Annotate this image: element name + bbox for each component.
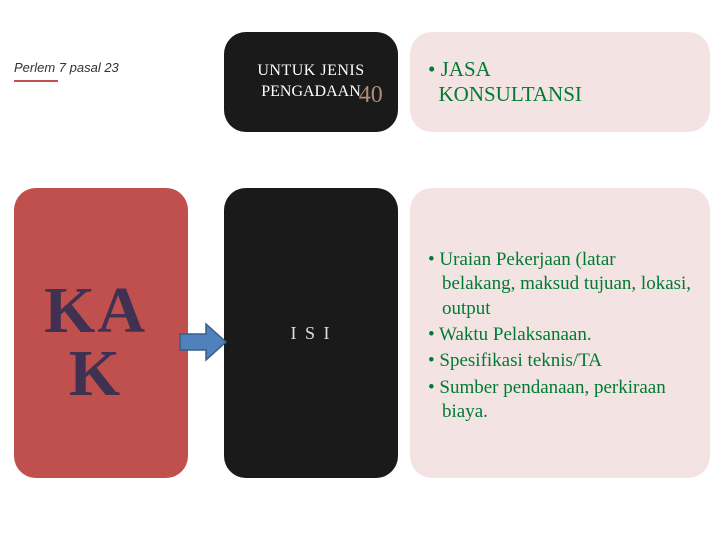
list-item: • Sumber pendanaan, perkiraan biaya.: [428, 376, 692, 425]
arrow-icon: [178, 322, 228, 362]
kak-label: KA K: [44, 280, 147, 405]
header-underline: [14, 80, 58, 82]
header-text: Perlem 7 pasal 23: [14, 60, 119, 75]
list-item: • Spesifikasi teknis/TA: [428, 349, 692, 373]
box2-line1: • JASA: [428, 57, 582, 82]
box-pengadaan: UNTUK JENIS PENGADAAN 40: [224, 32, 398, 132]
box4-label: I S I: [291, 323, 332, 344]
list-item: • Uraian Pekerjaan (latar belakang, maks…: [428, 248, 692, 321]
box-details: • Uraian Pekerjaan (latar belakang, maks…: [410, 188, 710, 478]
overlay-number: 40: [359, 80, 383, 111]
box2-content: • JASA KONSULTANSI: [428, 57, 582, 107]
box1-line2-text: PENGADAAN: [261, 83, 361, 100]
box1-line2: PENGADAAN 40: [261, 82, 361, 103]
box-jasa: • JASA KONSULTANSI: [410, 32, 710, 132]
box1-line1: UNTUK JENIS: [257, 61, 364, 82]
list-item: • Waktu Pelaksanaan.: [428, 323, 692, 347]
detail-list: • Uraian Pekerjaan (latar belakang, maks…: [428, 248, 692, 424]
box2-line2: KONSULTANSI: [428, 82, 582, 107]
box-isi: I S I: [224, 188, 398, 478]
kak-line1: KA: [44, 280, 147, 343]
kak-line2: K: [44, 343, 147, 406]
